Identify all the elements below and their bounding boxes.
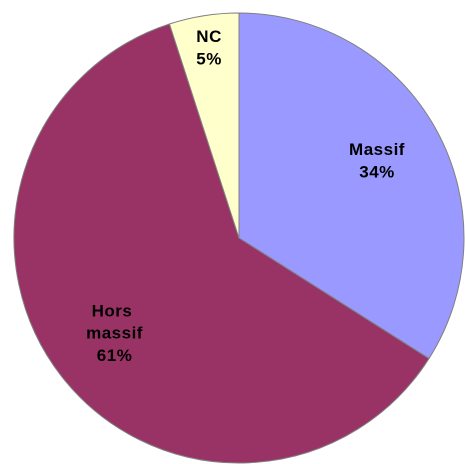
slice-value-label: 61% <box>97 346 133 365</box>
pie-slice <box>168 12 240 239</box>
pie-slice <box>238 12 465 360</box>
slice-label: Hors massif <box>86 302 143 343</box>
slice-label: NC <box>196 28 222 47</box>
slice-value-label: 34% <box>359 163 395 182</box>
slice-label: Massif <box>349 141 405 160</box>
slice-value-label: 5% <box>196 50 222 69</box>
pie-slice <box>13 23 430 464</box>
